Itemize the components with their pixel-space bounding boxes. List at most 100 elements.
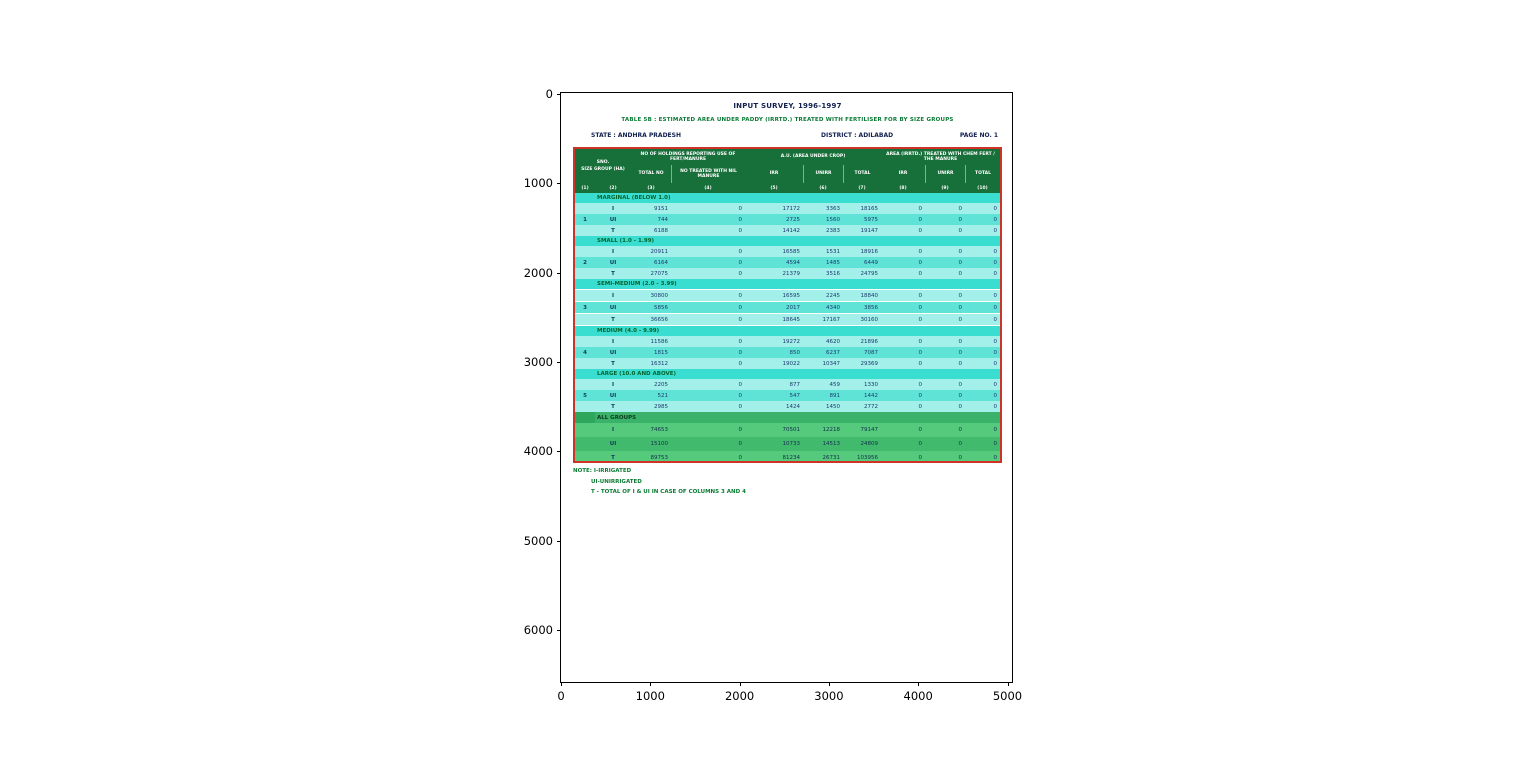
value-cell: 79147 (860, 427, 879, 433)
header-total-no: TOTAL NO (638, 171, 664, 177)
document-info-row: STATE : ANDHRA PRADESH DISTRICT : ADILAB… (573, 132, 1002, 142)
header-holdings-span: NO OF HOLDINGS REPORTING USE OF FERT/MAN… (640, 151, 736, 162)
header-area-crop-group: A.U. (AREA UNDER CROP) IRR UNIRR TOTAL (745, 149, 881, 183)
value-cell: 0 (993, 441, 998, 447)
value-cell: 3856 (864, 304, 878, 311)
row-sno-cell (575, 423, 595, 437)
value-cell: 0 (918, 270, 923, 277)
value-cell: 0 (958, 316, 963, 323)
group-header-row: SMALL (1.0 - 1.99) (575, 236, 1000, 246)
header-area-crop-subcells: IRR UNIRR TOTAL (745, 165, 881, 183)
column-number: (9) (941, 185, 949, 191)
value-cell: 14513 (822, 441, 841, 447)
note-unirrigated: UI-UNIRRIGATED (591, 478, 642, 485)
value-cell: 0 (993, 292, 998, 299)
value-cell: 0 (918, 316, 923, 323)
value-cell: 0 (958, 427, 963, 433)
y-tick-label: 4000 (523, 444, 553, 459)
header-area-treated-group: AREA (IRRTD.) TREATED WITH CHEM FERT / T… (881, 149, 1000, 183)
group-label: MARGINAL (BELOW 1.0) (597, 195, 671, 201)
value-cell: 0 (918, 441, 923, 447)
value-cell: 4594 (786, 259, 800, 266)
value-cell: 0 (993, 338, 998, 345)
value-cell: 12218 (822, 427, 841, 433)
x-tick-label: 1000 (635, 689, 665, 703)
value-cell: 74653 (650, 427, 669, 433)
value-cell: 0 (993, 270, 998, 277)
table-row: T 16312 0 19022 10347 29369 0 0 0 (575, 358, 1000, 369)
value-cell: 0 (738, 349, 743, 356)
table-row: 1 UI 744 0 2725 1560 5975 0 0 0 (575, 214, 1000, 225)
document-subtitle: TABLE 5B : ESTIMATED AREA UNDER PADDY (I… (621, 117, 954, 123)
value-cell: 2017 (786, 304, 800, 311)
value-cell: 0 (918, 360, 923, 367)
table-row: 3 UI 5856 0 2017 4340 3856 0 0 0 (575, 301, 1000, 313)
value-cell: 0 (738, 381, 743, 388)
value-cell: 0 (918, 304, 923, 311)
y-tick-mark (557, 629, 561, 631)
value-cell: 19147 (860, 227, 879, 234)
value-cell: 2383 (826, 227, 840, 234)
row-type-cell: UI (609, 392, 617, 399)
value-cell: 0 (918, 338, 923, 345)
plot-axes: INPUT SURVEY, 1996-1997 TABLE 5B : ESTIM… (524, 87, 1022, 703)
value-cell: 24795 (860, 270, 879, 277)
row-sno-cell: 4 (583, 349, 587, 356)
table-row: 2 UI 6164 0 4594 1485 6449 0 0 0 (575, 257, 1000, 268)
table-row: I 11586 0 19272 4620 21896 0 0 0 (575, 336, 1000, 347)
value-cell: 2205 (654, 381, 668, 388)
value-cell: 0 (958, 205, 963, 212)
value-cell: 1442 (864, 392, 878, 399)
row-sno-cell (575, 314, 595, 325)
table-row: I 2205 0 877 459 1330 0 0 0 (575, 379, 1000, 390)
value-cell: 10347 (822, 360, 841, 367)
x-tick-mark (828, 682, 830, 686)
value-cell: 0 (958, 248, 963, 255)
value-cell: 18645 (782, 316, 801, 323)
row-type-cell: T (611, 227, 615, 234)
value-cell: 0 (918, 205, 923, 212)
row-sno-cell (575, 401, 595, 412)
header-size-group-cell: SNO. SIZE GROUP (HA) (575, 149, 631, 183)
row-type-cell: UI (609, 259, 617, 266)
value-cell: 16595 (782, 292, 801, 299)
value-cell: 6188 (654, 227, 668, 234)
header-no-treated: NO TREATED WITH NIL MANURE (671, 165, 745, 183)
value-cell: 0 (918, 381, 923, 388)
value-cell: 19272 (782, 338, 801, 345)
y-tick-mark (557, 451, 561, 453)
value-cell: 0 (993, 455, 998, 461)
row-type-cell: UI (609, 304, 617, 311)
value-cell: 27075 (650, 270, 669, 277)
row-type-cell: T (611, 316, 615, 323)
group-label: LARGE (10.0 AND ABOVE) (597, 371, 677, 377)
value-cell: 547 (789, 392, 801, 399)
value-cell: 0 (958, 338, 963, 345)
row-sno-cell (575, 290, 595, 301)
y-tick-mark (557, 272, 561, 274)
row-type-cell: UI (609, 216, 617, 223)
row-sno-cell (575, 268, 595, 279)
value-cell: 850 (789, 349, 801, 356)
table-row: T 2985 0 1424 1450 2772 0 0 0 (575, 401, 1000, 412)
value-cell: 0 (738, 316, 743, 323)
header-size-group-label: SIZE GROUP (HA) (581, 167, 625, 172)
value-cell: 0 (958, 392, 963, 399)
row-type-cell: I (611, 427, 615, 433)
group-header-row: MARGINAL (BELOW 1.0) (575, 193, 1000, 203)
table-body: MARGINAL (BELOW 1.0) I 9151 0 17172 3363 18165… (575, 193, 1000, 461)
value-cell: 15100 (650, 441, 669, 447)
value-cell: 30160 (860, 316, 879, 323)
value-cell: 0 (738, 360, 743, 367)
value-cell: 0 (993, 216, 998, 223)
group-label: SEMI-MEDIUM (2.0 - 3.99) (597, 281, 677, 287)
value-cell: 0 (958, 349, 963, 356)
y-tick-mark (557, 540, 561, 542)
value-cell: 0 (993, 205, 998, 212)
y-tick-mark (557, 361, 561, 363)
value-cell: 20911 (650, 248, 669, 255)
value-cell: 11586 (650, 338, 669, 345)
value-cell: 0 (918, 292, 923, 299)
value-cell: 0 (918, 259, 923, 266)
x-tick-label: 0 (557, 689, 565, 703)
